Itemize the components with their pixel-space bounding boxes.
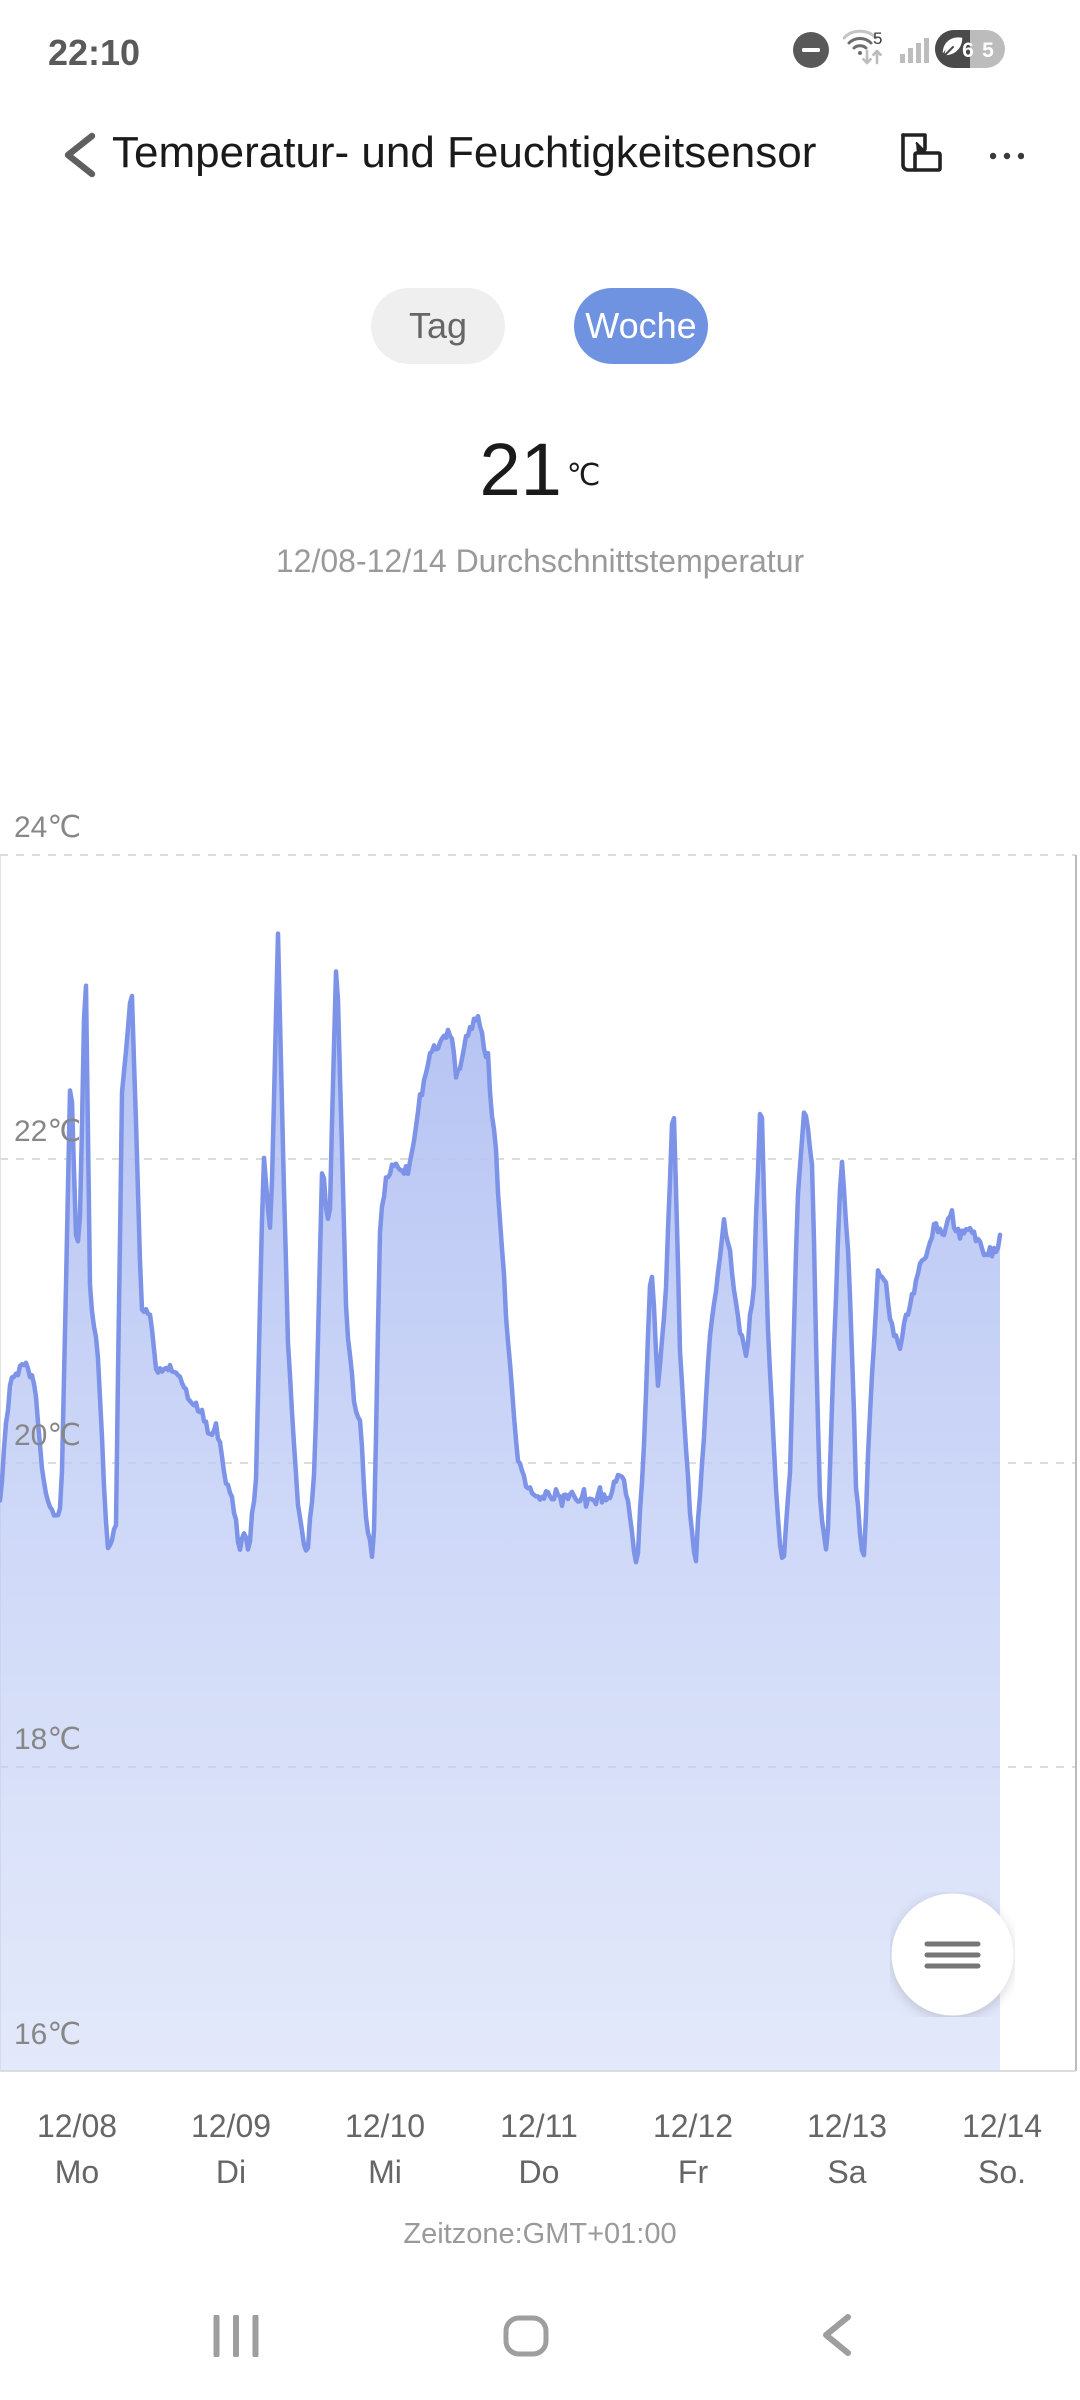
svg-text:6: 6	[962, 39, 974, 62]
svg-text:5: 5	[873, 29, 882, 48]
svg-text:5: 5	[982, 39, 994, 62]
